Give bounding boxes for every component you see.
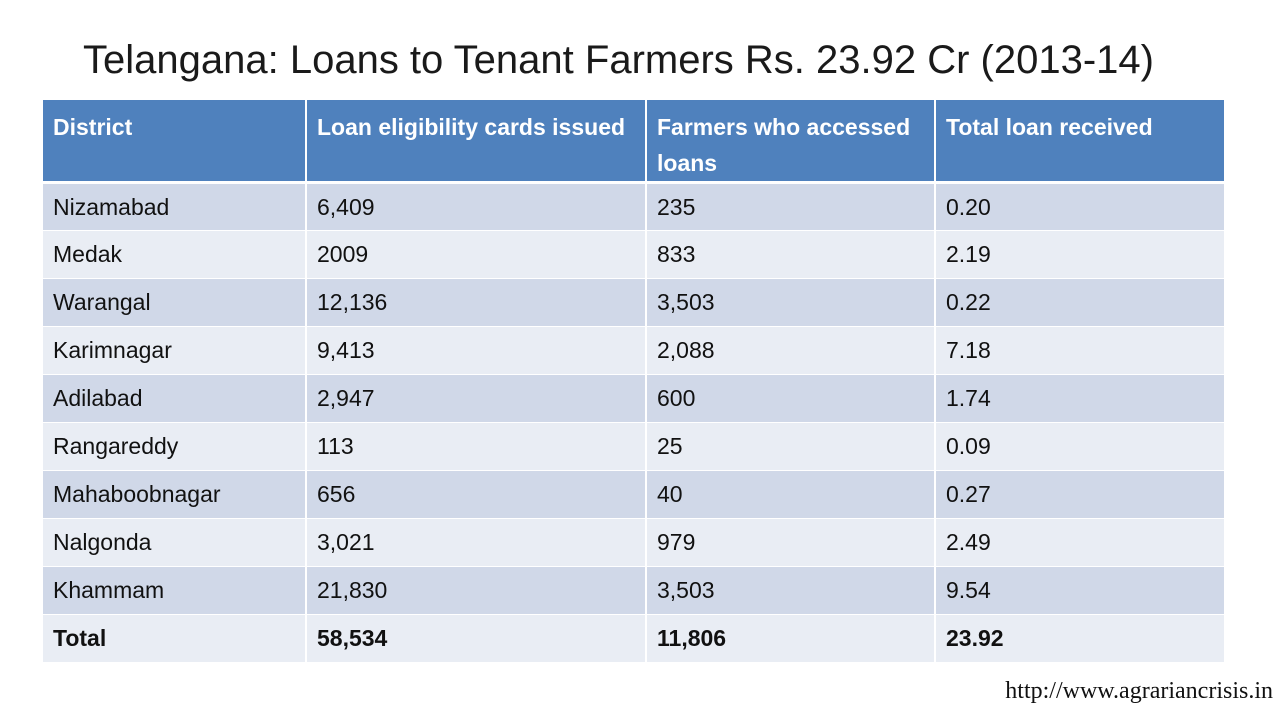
table-row: Khammam 21,830 3,503 9.54 xyxy=(43,566,1224,615)
table-row: Nalgonda 3,021 979 2.49 xyxy=(43,518,1224,567)
cell-district: Rangareddy xyxy=(43,422,307,471)
table-row: Warangal 12,136 3,503 0.22 xyxy=(43,278,1224,327)
table-row: Rangareddy 113 25 0.09 xyxy=(43,422,1224,471)
cell-farmers-accessed: 600 xyxy=(646,374,936,423)
table-row: Nizamabad 6,409 235 0.20 xyxy=(43,182,1224,231)
cell-district: Khammam xyxy=(43,566,307,615)
total-loan: 23.92 xyxy=(935,614,1224,663)
loans-table: District Loan eligibility cards issued F… xyxy=(43,100,1224,663)
cell-cards-issued: 2009 xyxy=(306,230,647,279)
cell-district: Mahaboobnagar xyxy=(43,470,307,519)
header-farmers-accessed: Farmers who accessed loans xyxy=(646,100,936,184)
cell-farmers-accessed: 25 xyxy=(646,422,936,471)
table-row: Adilabad 2,947 600 1.74 xyxy=(43,374,1224,423)
table-header-row: District Loan eligibility cards issued F… xyxy=(43,100,1224,184)
cell-district: Nalgonda xyxy=(43,518,307,567)
table-row: Karimnagar 9,413 2,088 7.18 xyxy=(43,326,1224,375)
total-farmers-accessed: 11,806 xyxy=(646,614,936,663)
cell-cards-issued: 21,830 xyxy=(306,566,647,615)
cell-district: Nizamabad xyxy=(43,182,307,231)
cell-cards-issued: 656 xyxy=(306,470,647,519)
cell-cards-issued: 12,136 xyxy=(306,278,647,327)
source-link: http://www.agrariancrisis.in xyxy=(1005,678,1273,704)
cell-cards-issued: 113 xyxy=(306,422,647,471)
header-total-loan: Total loan received xyxy=(935,100,1224,184)
cell-total-loan: 7.18 xyxy=(935,326,1224,375)
cell-farmers-accessed: 2,088 xyxy=(646,326,936,375)
header-district: District xyxy=(43,100,307,184)
cell-cards-issued: 9,413 xyxy=(306,326,647,375)
cell-farmers-accessed: 3,503 xyxy=(646,566,936,615)
cell-total-loan: 0.09 xyxy=(935,422,1224,471)
cell-district: Warangal xyxy=(43,278,307,327)
cell-farmers-accessed: 979 xyxy=(646,518,936,567)
slide-title: Telangana: Loans to Tenant Farmers Rs. 2… xyxy=(83,38,1154,82)
cell-cards-issued: 2,947 xyxy=(306,374,647,423)
cell-district: Karimnagar xyxy=(43,326,307,375)
cell-total-loan: 1.74 xyxy=(935,374,1224,423)
table-total-row: Total 58,534 11,806 23.92 xyxy=(43,614,1224,663)
cell-total-loan: 2.19 xyxy=(935,230,1224,279)
cell-district: Adilabad xyxy=(43,374,307,423)
cell-cards-issued: 3,021 xyxy=(306,518,647,567)
cell-farmers-accessed: 40 xyxy=(646,470,936,519)
cell-farmers-accessed: 235 xyxy=(646,182,936,231)
cell-total-loan: 0.22 xyxy=(935,278,1224,327)
header-cards-issued: Loan eligibility cards issued xyxy=(306,100,647,184)
cell-total-loan: 2.49 xyxy=(935,518,1224,567)
cell-farmers-accessed: 3,503 xyxy=(646,278,936,327)
cell-district: Medak xyxy=(43,230,307,279)
cell-cards-issued: 6,409 xyxy=(306,182,647,231)
table-row: Medak 2009 833 2.19 xyxy=(43,230,1224,279)
total-label: Total xyxy=(43,614,307,663)
cell-total-loan: 0.27 xyxy=(935,470,1224,519)
cell-total-loan: 9.54 xyxy=(935,566,1224,615)
total-cards-issued: 58,534 xyxy=(306,614,647,663)
table-row: Mahaboobnagar 656 40 0.27 xyxy=(43,470,1224,519)
cell-farmers-accessed: 833 xyxy=(646,230,936,279)
cell-total-loan: 0.20 xyxy=(935,182,1224,231)
